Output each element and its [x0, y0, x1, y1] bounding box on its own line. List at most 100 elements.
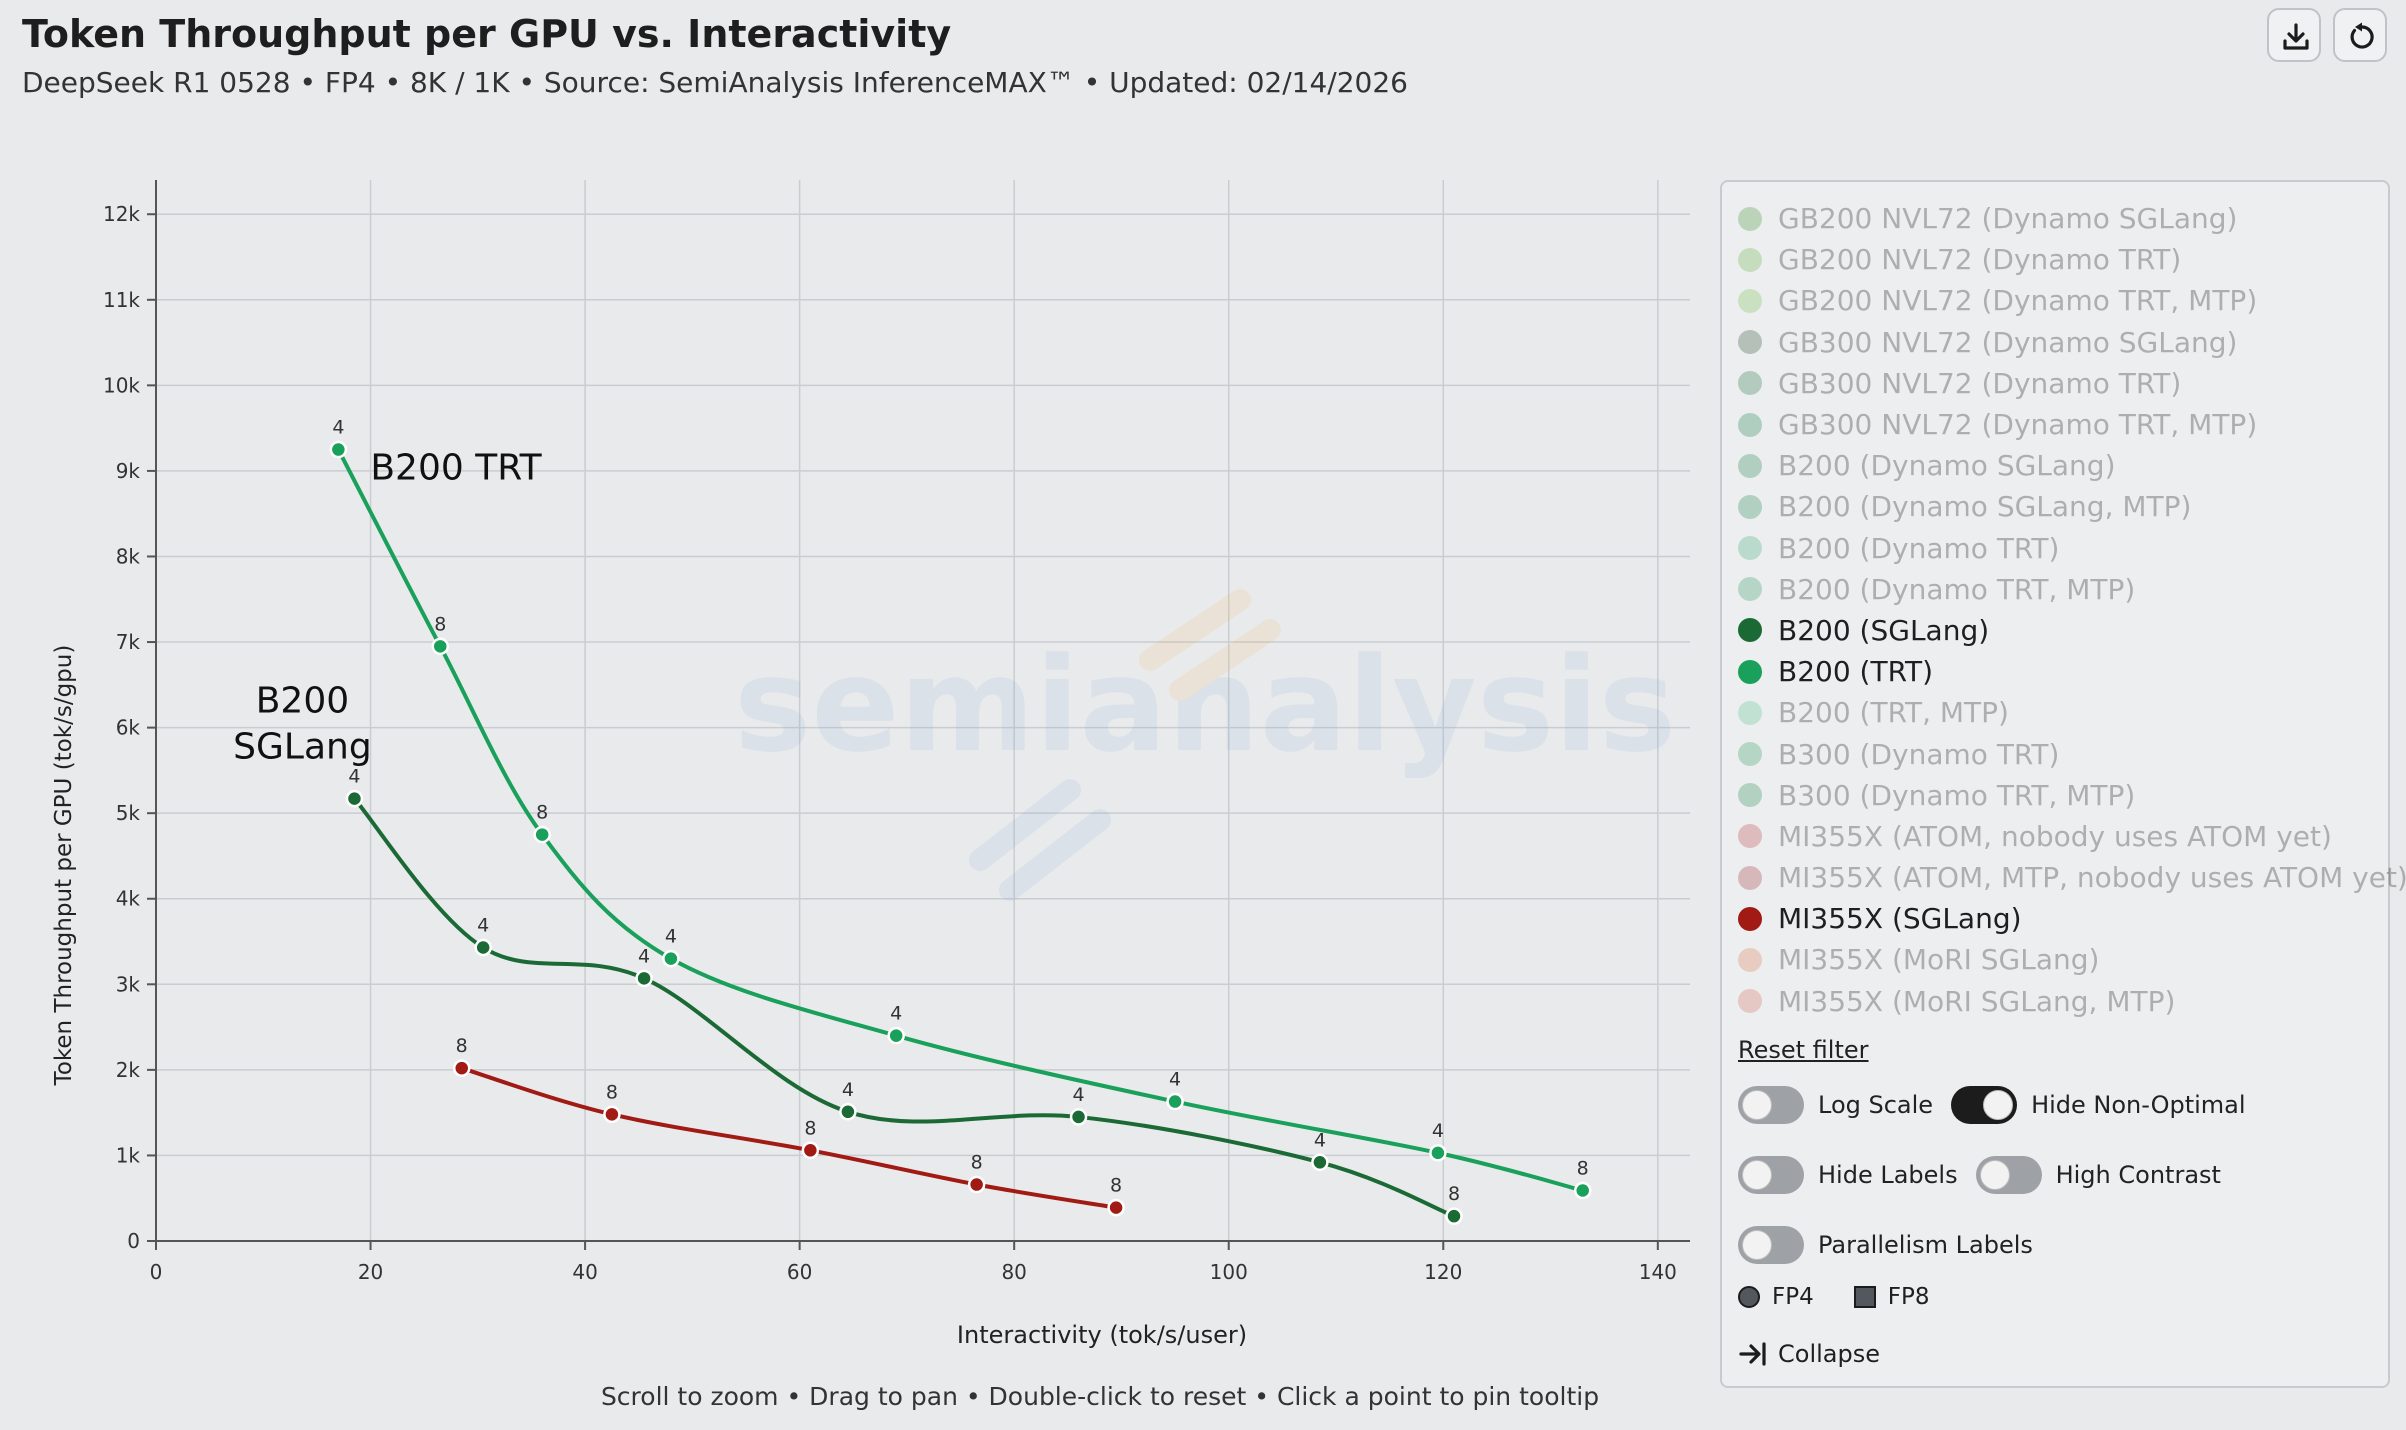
y-tick-label: 0: [127, 1229, 140, 1253]
legend-item[interactable]: B200 (Dynamo SGLang): [1738, 445, 2406, 486]
legend-list: GB200 NVL72 (Dynamo SGLang) GB200 NVL72 (…: [1738, 198, 2406, 1022]
legend-item[interactable]: MI355X (MoRI SGLang, MTP): [1738, 981, 2406, 1022]
fp8-label: FP8: [1887, 1284, 1930, 1310]
legend-label: B200 (Dynamo SGLang, MTP): [1778, 490, 2192, 524]
fp8-marker: [1853, 1286, 1876, 1308]
hide-labels-toggle[interactable]: Hide Labels: [1738, 1156, 1958, 1194]
legend-item[interactable]: B200 (TRT): [1738, 651, 2406, 692]
data-label: 4: [1169, 1069, 1181, 1091]
interaction-hint: Scroll to zoom • Drag to pan • Double-cl…: [600, 1382, 1600, 1411]
legend-swatch: [1738, 577, 1762, 602]
x-tick-label: 0: [150, 1260, 163, 1284]
x-axis-label: Interactivity (tok/s/user): [957, 1321, 1247, 1349]
legend-item[interactable]: B200 (SGLang): [1738, 610, 2406, 651]
legend-label: B200 (SGLang): [1778, 613, 1990, 647]
series-annotation: B200 SGLang: [233, 681, 372, 768]
legend-item[interactable]: MI355X (SGLang): [1738, 898, 2406, 939]
data-point[interactable]: [1311, 1153, 1329, 1172]
legend-item[interactable]: GB200 NVL72 (Dynamo TRT, MTP): [1738, 280, 2406, 321]
data-point[interactable]: [1573, 1181, 1592, 1200]
data-point[interactable]: [839, 1103, 857, 1121]
legend-item[interactable]: B300 (Dynamo TRT, MTP): [1738, 775, 2406, 816]
data-point[interactable]: [329, 440, 348, 459]
log-scale-toggle[interactable]: Log Scale: [1738, 1086, 1933, 1124]
legend-item[interactable]: B200 (Dynamo SGLang, MTP): [1738, 486, 2406, 527]
legend-item[interactable]: GB200 NVL72 (Dynamo SGLang): [1738, 198, 2406, 239]
legend-label: B300 (Dynamo TRT, MTP): [1778, 778, 2136, 812]
legend-swatch: [1738, 330, 1762, 355]
data-label: 4: [1072, 1084, 1084, 1106]
precision-key: FP4 FP8: [1738, 1284, 1929, 1310]
series-annotation: B200 TRT: [370, 448, 542, 489]
data-point[interactable]: [452, 1059, 471, 1077]
legend-item[interactable]: GB300 NVL72 (Dynamo TRT, MTP): [1738, 404, 2406, 445]
legend-swatch: [1738, 247, 1762, 272]
legend-item[interactable]: B300 (Dynamo TRT): [1738, 733, 2406, 774]
data-point[interactable]: [967, 1175, 986, 1194]
series-b200-trt: 4 8 8 4 4 4 4 8 B200 TRT: [329, 417, 1592, 1200]
data-point[interactable]: [1429, 1144, 1447, 1162]
data-point[interactable]: [1166, 1092, 1184, 1111]
data-label: 8: [536, 802, 548, 824]
download-button[interactable]: [2267, 8, 2321, 62]
data-point[interactable]: [1069, 1108, 1088, 1126]
legend-item[interactable]: GB200 NVL72 (Dynamo TRT): [1738, 239, 2406, 280]
legend-label: GB200 NVL72 (Dynamo TRT, MTP): [1778, 284, 2258, 318]
chart[interactable]: semianalysis 0 20 40 60 80 100 120 140 0 1k 2k 3k 4k…: [0, 160, 1720, 1370]
legend-swatch: [1738, 288, 1762, 313]
chart-axes: 0 20 40 60 80 100 120 140 0 1k 2k 3k 4k 5k 6k 7k 8k 9k 10k…: [103, 180, 1690, 1284]
high-contrast-toggle[interactable]: High Contrast: [1975, 1156, 2221, 1194]
legend-label: MI355X (SGLang): [1778, 902, 2022, 936]
data-label: 8: [456, 1035, 468, 1057]
legend-label: MI355X (ATOM, nobody uses ATOM yet): [1778, 819, 2332, 853]
parallelism-labels-toggle[interactable]: Parallelism Labels: [1738, 1226, 2033, 1264]
data-point[interactable]: [1107, 1198, 1125, 1217]
page-title: Token Throughput per GPU vs. Interactivi…: [22, 12, 952, 56]
y-axis-label: Token Throughput per GPU (tok/s/gpu): [51, 645, 77, 1087]
data-point[interactable]: [474, 938, 492, 957]
data-point[interactable]: [635, 969, 653, 988]
legend-item[interactable]: B200 (Dynamo TRT): [1738, 528, 2406, 569]
data-point[interactable]: [887, 1026, 905, 1045]
data-label: 4: [1314, 1129, 1326, 1151]
legend-swatch: [1738, 618, 1762, 643]
hide-non-optimal-toggle[interactable]: Hide Non-Optimal: [1951, 1086, 2246, 1124]
data-point[interactable]: [662, 949, 680, 968]
legend-item[interactable]: B200 (Dynamo TRT, MTP): [1738, 569, 2406, 610]
y-tick-label: 11k: [103, 288, 140, 312]
legend-item[interactable]: MI355X (ATOM, MTP, nobody uses ATOM yet): [1738, 857, 2406, 898]
x-tick-label: 80: [1001, 1260, 1026, 1284]
data-label: 8: [434, 613, 446, 635]
x-tick-label: 120: [1424, 1260, 1462, 1284]
data-label: 8: [1577, 1158, 1589, 1180]
collapse-label: Collapse: [1778, 1340, 1880, 1368]
data-point[interactable]: [1445, 1207, 1463, 1225]
legend-label: MI355X (ATOM, MTP, nobody uses ATOM yet): [1778, 861, 2406, 895]
legend-swatch: [1738, 700, 1762, 725]
legend-item[interactable]: MI355X (ATOM, nobody uses ATOM yet): [1738, 816, 2406, 857]
legend-item[interactable]: B200 (TRT, MTP): [1738, 692, 2406, 733]
legend-swatch: [1738, 412, 1762, 437]
legend-label: B200 (TRT, MTP): [1778, 696, 2009, 730]
data-point[interactable]: [603, 1105, 621, 1124]
reset-filter-link[interactable]: Reset filter: [1738, 1036, 1869, 1064]
watermark-text: semianalysis: [734, 629, 1676, 781]
data-label: 4: [890, 1003, 902, 1025]
data-point[interactable]: [345, 789, 364, 808]
y-tick-label: 2k: [116, 1058, 141, 1082]
data-label: 4: [332, 417, 344, 439]
data-point[interactable]: [801, 1141, 820, 1160]
x-tick-label: 140: [1639, 1260, 1677, 1284]
parallelism-labels-label: Parallelism Labels: [1818, 1231, 2033, 1259]
page-subtitle: DeepSeek R1 0528 • FP4 • 8K / 1K • Sourc…: [22, 66, 1408, 99]
legend-item[interactable]: GB300 NVL72 (Dynamo SGLang): [1738, 322, 2406, 363]
collapse-button[interactable]: Collapse: [1738, 1340, 1880, 1368]
legend-swatch: [1738, 824, 1762, 849]
legend-label: MI355X (MoRI SGLang, MTP): [1778, 984, 2176, 1018]
reset-zoom-button[interactable]: [2333, 8, 2387, 62]
legend-item[interactable]: GB300 NVL72 (Dynamo TRT): [1738, 363, 2406, 404]
data-point[interactable]: [431, 637, 450, 656]
legend-item[interactable]: MI355X (MoRI SGLang): [1738, 939, 2406, 980]
data-point[interactable]: [533, 825, 551, 844]
